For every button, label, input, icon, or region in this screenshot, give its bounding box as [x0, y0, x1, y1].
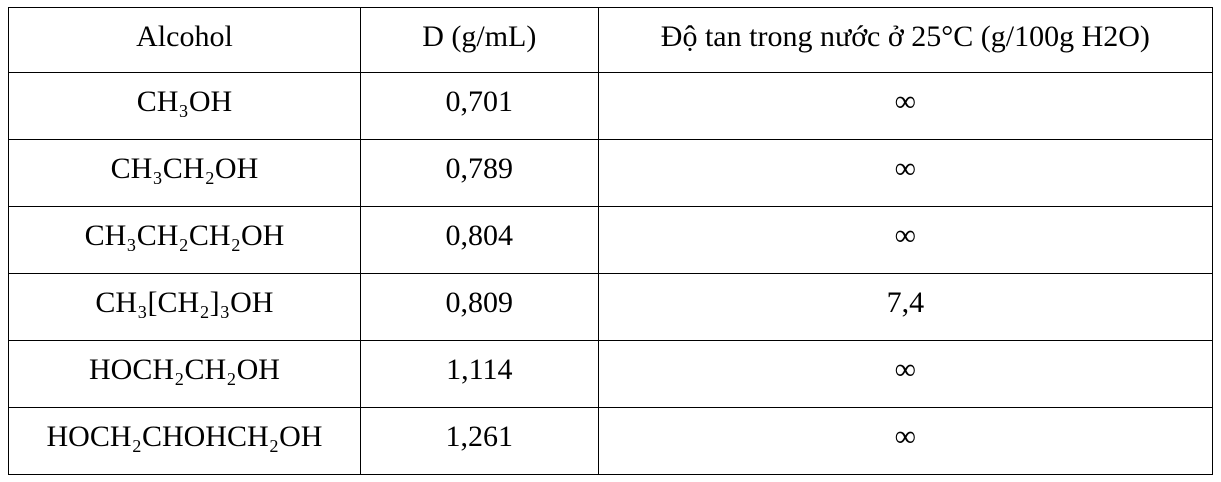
table-cell: CH₃OH — [8, 72, 361, 140]
table-row: CH₃OH 0,701 ∞ — [8, 72, 1214, 140]
table-head: Alcohol D (g/mL) Độ tan trong nước ở 25°C … — [8, 7, 1214, 73]
header-cell: D (g/mL) — [359, 7, 599, 73]
table-cell: 7,4 — [597, 273, 1214, 341]
table-cell: ∞ — [597, 340, 1214, 408]
table-cell: CH₃[CH₂]₃OH — [8, 273, 361, 341]
table-row: HOCH₂CHOHCH₂OH 1,261 ∞ — [8, 407, 1214, 475]
table-row: HOCH₂CH₂OH 1,114 ∞ — [8, 340, 1214, 408]
header-cell: Độ tan trong nước ở 25°C (g/100g H2O) — [597, 7, 1214, 73]
table-cell: 0,804 — [359, 206, 599, 274]
table-cell: ∞ — [597, 139, 1214, 207]
table-cell: 0,809 — [359, 273, 599, 341]
table-cell: 1,114 — [359, 340, 599, 408]
header-row: Alcohol D (g/mL) Độ tan trong nước ở 25°C … — [8, 7, 1214, 73]
alcohol-table: Alcohol D (g/mL) Độ tan trong nước ở 25°C … — [8, 7, 1214, 475]
table-row: CH₃CH₂OH 0,789 ∞ — [8, 139, 1214, 207]
table-row: CH₃CH₂CH₂OH 0,804 ∞ — [8, 206, 1214, 274]
table-cell: HOCH₂CH₂OH — [8, 340, 361, 408]
table-cell: ∞ — [597, 407, 1214, 475]
table-cell: HOCH₂CHOHCH₂OH — [8, 407, 361, 475]
table-cell: ∞ — [597, 72, 1214, 140]
table-cell: 0,701 — [359, 72, 599, 140]
header-cell: Alcohol — [8, 7, 361, 73]
table-cell: 0,789 — [359, 139, 599, 207]
table-body: CH₃OH 0,701 ∞ CH₃CH₂OH 0,789 ∞ CH₃CH₂CH₂OH 0,80… — [8, 72, 1214, 475]
table-cell: CH₃CH₂OH — [8, 139, 361, 207]
table-row: CH₃[CH₂]₃OH 0,809 7,4 — [8, 273, 1214, 341]
table-cell: ∞ — [597, 206, 1214, 274]
table-cell: CH₃CH₂CH₂OH — [8, 206, 361, 274]
table-cell: 1,261 — [359, 407, 599, 475]
